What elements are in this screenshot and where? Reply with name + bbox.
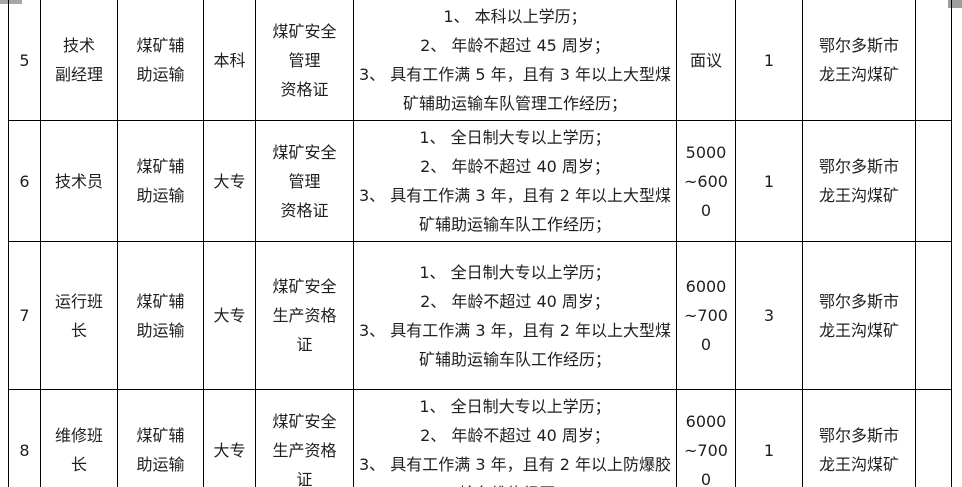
cell-seq: 6 [8, 120, 41, 242]
cell-extra [915, 389, 952, 487]
cell-category: 煤矿辅 助运输 [117, 0, 204, 121]
cell-salary: 6000~7000 [676, 389, 736, 487]
cell-location: 鄂尔多斯市 龙王沟煤矿 [802, 120, 916, 242]
recruitment-table: 5 技术 副经理 煤矿辅 助运输 本科 煤矿安全 管理 资格证 1、 本科以上学… [8, 0, 952, 487]
cell-education: 大专 [203, 389, 256, 487]
cell-headcount: 1 [735, 389, 803, 487]
cell-requirements: 1、 全日制大专以上学历； 2、 年龄不超过 40 周岁； 3、 具有工作满 3… [353, 241, 677, 390]
cell-position: 技术员 [40, 120, 118, 242]
cell-requirements: 1、 全日制大专以上学历； 2、 年龄不超过 40 周岁； 3、 具有工作满 3… [353, 120, 677, 242]
cell-category: 煤矿辅 助运输 [117, 389, 204, 487]
cell-position: 技术 副经理 [40, 0, 118, 121]
cell-certificate: 煤矿安全 管理 资格证 [255, 120, 354, 242]
cell-certificate: 煤矿安全 生产资格 证 [255, 241, 354, 390]
cell-position: 运行班 长 [40, 241, 118, 390]
cell-headcount: 1 [735, 120, 803, 242]
cell-salary: 5000~6000 [676, 120, 736, 242]
cell-education: 大专 [203, 241, 256, 390]
cell-headcount: 3 [735, 241, 803, 390]
cell-salary: 6000~7000 [676, 241, 736, 390]
cell-location: 鄂尔多斯市 龙王沟煤矿 [802, 0, 916, 121]
cell-category: 煤矿辅 助运输 [117, 120, 204, 242]
table-row: 6 技术员 煤矿辅 助运输 大专 煤矿安全 管理 资格证 1、 全日制大专以上学… [8, 120, 952, 242]
cell-certificate: 煤矿安全 管理 资格证 [255, 0, 354, 121]
cell-education: 大专 [203, 120, 256, 242]
cell-salary: 面议 [676, 0, 736, 121]
cell-seq: 5 [8, 0, 41, 121]
cell-requirements: 1、 本科以上学历； 2、 年龄不超过 45 周岁； 3、 具有工作满 5 年，… [353, 0, 677, 121]
cell-seq: 8 [8, 389, 41, 487]
cell-location: 鄂尔多斯市 龙王沟煤矿 [802, 389, 916, 487]
table-row: 8 维修班 长 煤矿辅 助运输 大专 煤矿安全 生产资格 证 1、 全日制大专以… [8, 389, 952, 487]
cell-seq: 7 [8, 241, 41, 390]
cell-extra [915, 241, 952, 390]
cell-location: 鄂尔多斯市 龙王沟煤矿 [802, 241, 916, 390]
cell-headcount: 1 [735, 0, 803, 121]
cell-extra [915, 0, 952, 121]
table-row: 5 技术 副经理 煤矿辅 助运输 本科 煤矿安全 管理 资格证 1、 本科以上学… [8, 0, 952, 121]
table-row: 7 运行班 长 煤矿辅 助运输 大专 煤矿安全 生产资格 证 1、 全日制大专以… [8, 241, 952, 390]
cell-education: 本科 [203, 0, 256, 121]
cell-position: 维修班 长 [40, 389, 118, 487]
cell-category: 煤矿辅 助运输 [117, 241, 204, 390]
cell-extra [915, 120, 952, 242]
cell-requirements: 1、 全日制大专以上学历； 2、 年龄不超过 40 周岁； 3、 具有工作满 3… [353, 389, 677, 487]
screen-artifact-top-right [948, 0, 962, 8]
cell-certificate: 煤矿安全 生产资格 证 [255, 389, 354, 487]
